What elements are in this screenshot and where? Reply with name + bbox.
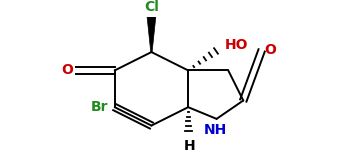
- Text: HO: HO: [224, 38, 248, 52]
- Polygon shape: [147, 17, 156, 52]
- Text: Cl: Cl: [144, 0, 159, 14]
- Text: Br: Br: [91, 100, 109, 114]
- Text: O: O: [264, 43, 276, 57]
- Text: NH: NH: [203, 123, 227, 137]
- Text: H: H: [184, 139, 196, 153]
- Text: O: O: [62, 64, 74, 77]
